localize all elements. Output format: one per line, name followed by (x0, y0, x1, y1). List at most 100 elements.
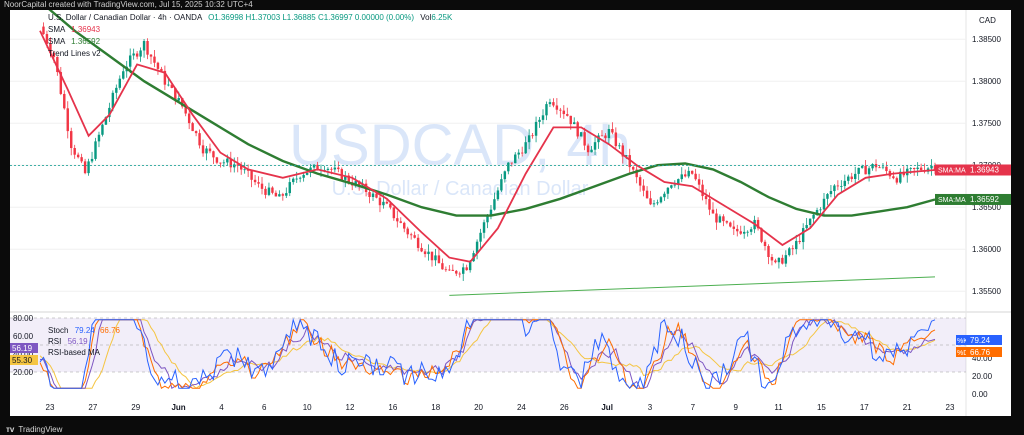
candle-body (885, 166, 888, 172)
candle-body (829, 191, 833, 195)
candle-body (711, 209, 715, 214)
candle-body (73, 148, 76, 155)
candle-body (562, 110, 566, 115)
candle-body (815, 209, 819, 215)
candle-body (663, 193, 666, 198)
candle-body (122, 71, 125, 79)
candle-body (677, 179, 680, 185)
time-tick-label: 4 (219, 403, 224, 412)
candle-body (160, 68, 163, 71)
candle-body (427, 251, 430, 255)
candle-body (94, 141, 97, 159)
candle-body (475, 241, 479, 254)
rsi-legend[interactable]: RSI 56.19 (48, 337, 88, 347)
candle-body (468, 261, 472, 271)
time-tick-label: 7 (691, 403, 696, 412)
candle-body (430, 251, 434, 261)
candle-body (104, 117, 108, 125)
tradingview-logo: ᴛᴠ TradingView (6, 425, 62, 435)
stoch-d-value: 66.76 (99, 326, 120, 335)
candle-body (285, 193, 288, 196)
time-tick-label: 20 (474, 403, 483, 412)
candle-body (90, 158, 94, 162)
time-axis[interactable]: 23 27 29 Jun 4 6 10 12 16 18 20 24 26 Jul 3 7 9 11 15 17 21 2… (46, 403, 955, 412)
sma-slow-label: SMA (48, 37, 65, 46)
sma-fast-label: SMA (48, 25, 65, 34)
candle-body (670, 185, 673, 188)
candle-body (177, 98, 180, 101)
stoch-legend[interactable]: Stoch 79.24 66.76 (48, 326, 120, 336)
candle-body (649, 198, 652, 205)
candle-body (233, 164, 236, 168)
candle-body (493, 199, 496, 210)
candle-body (378, 197, 382, 206)
candle-body (590, 149, 593, 153)
candle-body (222, 162, 226, 164)
sma-slow-legend[interactable]: SMA 1.36592 (48, 37, 100, 47)
candle-body (330, 168, 333, 170)
time-tick-label: 9 (733, 403, 738, 412)
candle-body (763, 241, 767, 247)
candle-body (527, 135, 531, 143)
rsi-ma-legend[interactable]: RSI-based MA (48, 348, 100, 358)
candle-body (548, 102, 552, 105)
price-tick-label: 1.38000 (972, 77, 1001, 86)
candle-body (253, 179, 257, 183)
candle-body (389, 203, 392, 208)
time-tick-label: Jun (171, 403, 185, 412)
candle-body (52, 52, 56, 57)
top-caption: NoorCapital created with TradingView.com… (0, 0, 1024, 10)
candle-body (375, 193, 378, 198)
candle-body (545, 104, 548, 116)
candle-body (63, 93, 66, 109)
candle-body (510, 162, 513, 164)
candle-body (156, 62, 160, 69)
time-tick-label: 21 (903, 403, 912, 412)
candle-body (805, 225, 808, 229)
candle-body (777, 257, 781, 263)
candle-body (181, 98, 184, 107)
time-tick-label: 23 (946, 403, 955, 412)
candle-body (170, 84, 174, 88)
candle-body (680, 174, 683, 180)
sma-fast-legend[interactable]: SMA 1.36943 (48, 25, 100, 35)
candle-body (219, 162, 222, 164)
candle-body (305, 172, 309, 175)
candle-body (239, 165, 243, 170)
candle-body (684, 174, 687, 177)
candle-body (909, 168, 912, 169)
sma-fast-line[interactable] (39, 30, 936, 263)
candle-body (49, 43, 52, 53)
candle-body (465, 267, 468, 271)
candle-body (749, 229, 753, 232)
candle-body (756, 219, 760, 229)
osc-tick-label: 60.00 (13, 332, 34, 341)
sma-slow-line[interactable] (39, 0, 936, 217)
candle-body (729, 222, 732, 227)
candle-body (274, 192, 278, 197)
price-tick-label: 1.36000 (972, 245, 1001, 254)
candle-body (604, 135, 607, 139)
candle-body (371, 193, 375, 197)
stoch-k-line (39, 317, 936, 390)
trend-line[interactable] (449, 276, 936, 296)
candle-body (881, 166, 885, 168)
candle-body (201, 145, 205, 154)
candle-body (115, 87, 118, 93)
candle-body (853, 173, 857, 180)
chart-area[interactable]: USDCAD, 4h U.S. Dollar / Canadian Dollar… (10, 0, 1011, 416)
sma-fast-badge-value: 1.36943 (970, 165, 999, 174)
candle-body (441, 263, 444, 270)
chart-canvas[interactable]: USDCAD, 4h U.S. Dollar / Canadian Dollar… (10, 0, 1011, 416)
candle-body (666, 187, 670, 194)
svg-text:SMA:MA: SMA:MA (938, 197, 966, 204)
tradingview-icon: ᴛᴠ (6, 425, 15, 434)
stoch-d-badge: %D 66.76 (956, 347, 1002, 357)
candle-body (326, 168, 330, 170)
candle-body (45, 34, 49, 44)
trend-lines-legend[interactable]: Trend Lines v2 (48, 49, 101, 59)
candle-body (767, 246, 770, 258)
candle-body (659, 197, 663, 203)
symbol-legend[interactable]: U.S. Dollar / Canadian Dollar · 4h · OAN… (48, 13, 452, 23)
candle-body (153, 56, 156, 63)
